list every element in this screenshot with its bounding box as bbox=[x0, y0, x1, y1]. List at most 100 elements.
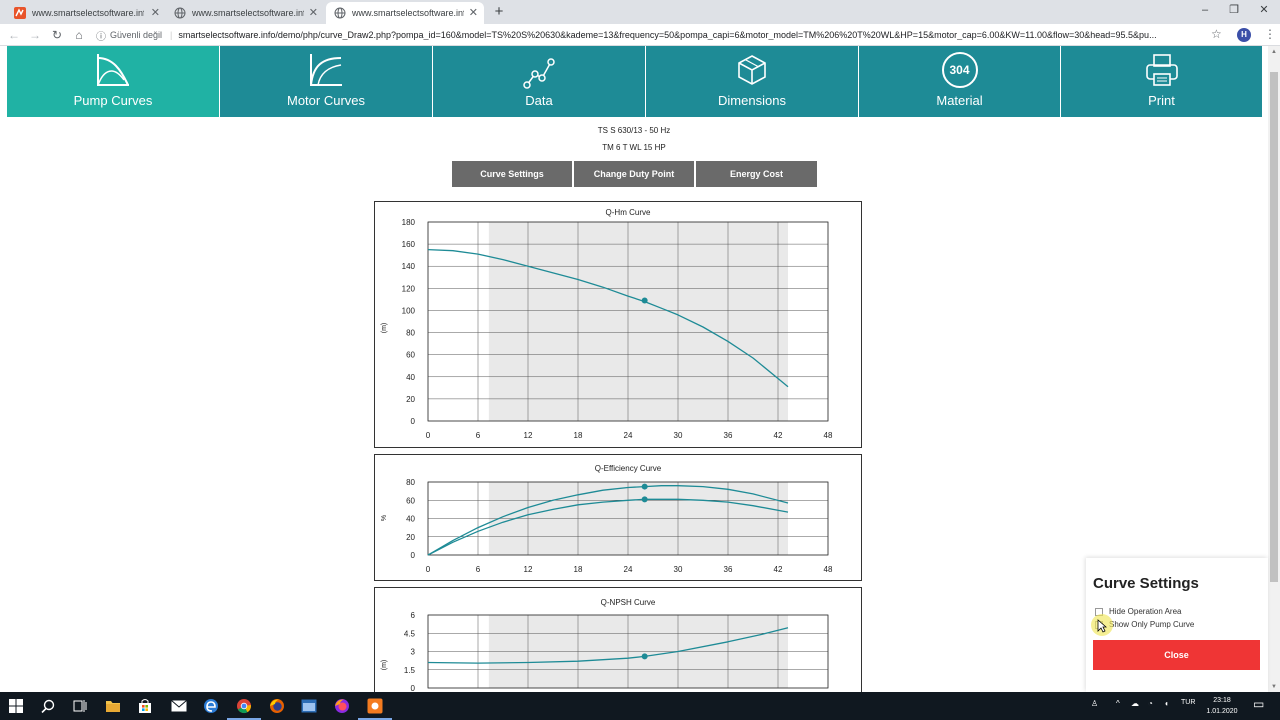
hide-operation-area-option[interactable]: Hide Operation Area bbox=[1095, 607, 1182, 616]
close-icon[interactable]: ✕ bbox=[468, 7, 478, 19]
close-window-button[interactable]: ✕ bbox=[1259, 4, 1269, 16]
file-explorer-icon[interactable] bbox=[103, 696, 123, 716]
x-tick-label: 42 bbox=[774, 565, 783, 574]
y-tick-label: 0 bbox=[411, 551, 416, 560]
firefox-icon[interactable] bbox=[267, 696, 287, 716]
y-tick-label: 140 bbox=[402, 262, 416, 271]
close-icon[interactable]: ✕ bbox=[150, 7, 160, 19]
y-tick-label: 20 bbox=[406, 395, 415, 404]
volume-icon[interactable]: ◖ bbox=[1164, 699, 1169, 708]
people-icon[interactable]: ♙ bbox=[1091, 699, 1099, 708]
home-button[interactable]: ⌂ bbox=[75, 28, 83, 42]
network-icon[interactable]: ◔ bbox=[1148, 699, 1153, 708]
x-tick-label: 48 bbox=[824, 565, 833, 574]
y-tick-label: 20 bbox=[406, 533, 415, 542]
windows-start-icon[interactable] bbox=[6, 696, 26, 716]
browser-tab-3[interactable]: www.smartselectsoftware.info/de ✕ bbox=[326, 2, 484, 24]
browser-menu-icon[interactable]: ⋮ bbox=[1264, 27, 1276, 41]
restore-button[interactable]: ❐ bbox=[1229, 4, 1239, 16]
new-tab-button[interactable]: + bbox=[494, 3, 504, 20]
nav-print[interactable]: Print bbox=[1061, 46, 1262, 117]
bookmark-star-icon[interactable]: ☆ bbox=[1211, 27, 1222, 41]
mail-icon[interactable] bbox=[169, 696, 189, 716]
input-language-label[interactable]: TUR bbox=[1181, 699, 1196, 706]
nav-dimensions[interactable]: Dimensions bbox=[646, 46, 859, 117]
close-button[interactable]: Close bbox=[1093, 640, 1260, 670]
x-tick-label: 36 bbox=[724, 431, 733, 440]
scrollbar-thumb[interactable] bbox=[1270, 72, 1278, 582]
y-tick-label: 6 bbox=[411, 611, 416, 620]
scroll-down-icon[interactable]: ▼ bbox=[1271, 684, 1277, 690]
q-hm-chart: Q-Hm Curve 0 6 12 18 24 30 36 42 48 0 20 40 60 80 100 12… bbox=[381, 208, 833, 440]
info-icon[interactable]: ⓘ bbox=[96, 31, 106, 43]
duty-point-marker bbox=[641, 483, 648, 490]
curve-settings-title: Curve Settings bbox=[1093, 575, 1199, 592]
nav-data[interactable]: Data bbox=[433, 46, 646, 117]
q-npsh-chart-panel: Q-NPSH Curve061218243036424801.534.56(m) bbox=[374, 587, 862, 693]
x-tick-label: 48 bbox=[824, 431, 833, 440]
globe-icon bbox=[334, 7, 346, 19]
change-duty-point-button[interactable]: Change Duty Point bbox=[574, 161, 694, 187]
close-icon[interactable]: ✕ bbox=[308, 7, 318, 19]
search-icon[interactable] bbox=[38, 696, 58, 716]
x-tick-label: 42 bbox=[774, 431, 783, 440]
cube-icon bbox=[738, 55, 766, 85]
task-view-icon[interactable] bbox=[70, 696, 90, 716]
y-tick-label: 0 bbox=[411, 417, 416, 426]
scroll-up-icon[interactable]: ▲ bbox=[1271, 49, 1277, 55]
app-window-icon[interactable] bbox=[299, 696, 319, 716]
notification-icon[interactable]: ▭ bbox=[1253, 697, 1265, 711]
minimize-button[interactable]: – bbox=[1201, 4, 1209, 16]
browser-tab-1[interactable]: www.smartselectsoftware.info ✕ bbox=[6, 2, 166, 24]
nav-pump-curves[interactable]: Pump Curves bbox=[7, 46, 220, 117]
y-tick-label: 80 bbox=[406, 478, 415, 487]
motor-curve-icon bbox=[310, 54, 342, 86]
address-bar[interactable]: ⓘ Güvenli değil | smartselectsoftware.in… bbox=[96, 26, 1226, 44]
y-tick-label: 60 bbox=[406, 351, 415, 360]
curve-settings-button[interactable]: Curve Settings bbox=[452, 161, 572, 187]
os-taskbar: ♙ ^ ☁ ◔ ◖ TUR 23:18 1.01.2020 ▭ bbox=[0, 692, 1280, 720]
browser-tab-2[interactable]: www.smartselectsoftware.info/de ✕ bbox=[166, 2, 324, 24]
reload-button[interactable]: ↻ bbox=[51, 28, 63, 42]
nav-material[interactable]: 304 Material bbox=[859, 46, 1061, 117]
x-tick-label: 0 bbox=[426, 431, 431, 440]
q-efficiency-chart: Q-Efficiency Curve 0 6 12 18 24 30 36 42 48 0 20 40 6… bbox=[381, 464, 833, 574]
forward-button[interactable]: → bbox=[29, 28, 41, 42]
x-tick-label: 24 bbox=[624, 565, 633, 574]
clock-time: 23:18 bbox=[1213, 697, 1231, 704]
tray-chevron-icon[interactable]: ^ bbox=[1116, 699, 1120, 708]
energy-cost-button[interactable]: Energy Cost bbox=[696, 161, 817, 187]
url-text[interactable]: smartselectsoftware.info/demo/php/curve_… bbox=[178, 30, 1157, 40]
plot-frame bbox=[427, 481, 829, 556]
onedrive-icon[interactable]: ☁ bbox=[1131, 699, 1139, 708]
y-tick-label: 60 bbox=[406, 496, 415, 505]
tab-title: www.smartselectsoftware.info/de bbox=[192, 8, 304, 18]
chart-navigation: Pump Curves Motor Curves Data bbox=[7, 46, 1262, 117]
back-button[interactable]: ← bbox=[8, 28, 20, 42]
operation-area bbox=[488, 222, 788, 421]
firefox-dev-icon[interactable] bbox=[332, 696, 352, 716]
x-tick-label: 30 bbox=[674, 431, 683, 440]
q-efficiency-chart-panel: Q-Efficiency Curve 0 6 12 18 24 30 36 42 48 0 20 40 6… bbox=[374, 454, 862, 581]
y-tick-label: 80 bbox=[406, 329, 415, 338]
y-tick-label: 4.5 bbox=[404, 629, 416, 638]
store-icon[interactable] bbox=[135, 696, 155, 716]
system-clock[interactable]: 23:18 1.01.2020 bbox=[1200, 695, 1244, 717]
omnibox-divider: | bbox=[170, 30, 173, 40]
series-line bbox=[427, 627, 789, 664]
x-tick-label: 36 bbox=[724, 565, 733, 574]
option-label: Show Only Pump Curve bbox=[1109, 620, 1195, 629]
nav-motor-curves[interactable]: Motor Curves bbox=[220, 46, 433, 117]
x-tick-label: 12 bbox=[524, 431, 533, 440]
y-tick-label: 100 bbox=[402, 306, 416, 315]
recorder-app-icon[interactable] bbox=[358, 696, 392, 720]
chrome-icon[interactable] bbox=[227, 696, 261, 720]
edge-browser-icon[interactable] bbox=[201, 696, 221, 716]
x-tick-label: 18 bbox=[574, 431, 583, 440]
curve-settings-panel: Curve Settings Hide Operation Area Show … bbox=[1086, 558, 1268, 692]
page-scrollbar[interactable]: ▲ ▼ bbox=[1268, 46, 1280, 692]
x-tick-label: 6 bbox=[476, 431, 481, 440]
profile-avatar[interactable]: H bbox=[1237, 28, 1251, 42]
printer-icon bbox=[1145, 54, 1178, 86]
x-tick-label: 18 bbox=[574, 565, 583, 574]
